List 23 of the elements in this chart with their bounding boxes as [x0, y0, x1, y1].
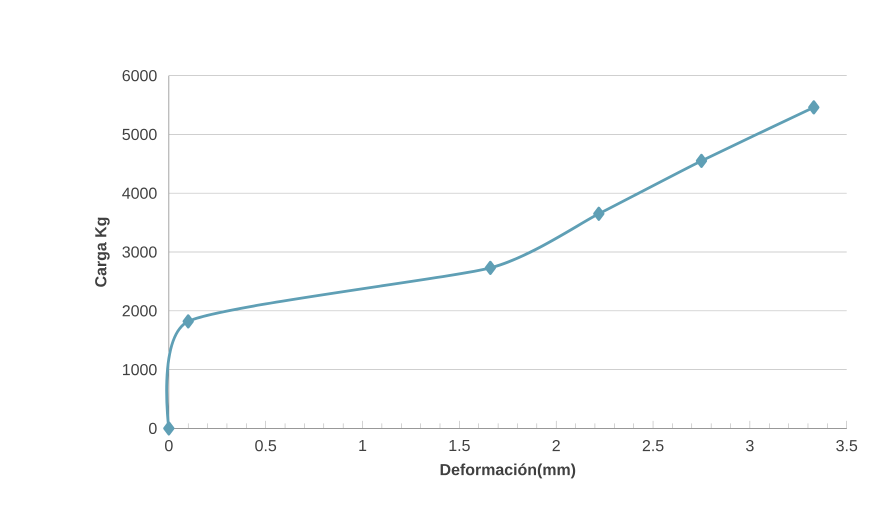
point — [484, 260, 496, 275]
point — [696, 154, 708, 168]
x-tick-label: 0 — [165, 440, 173, 452]
x-tick-label: 0.5 — [255, 440, 276, 452]
x-axis-title: Deformación(mm) — [440, 463, 576, 478]
y-tick-label: 6000 — [122, 70, 157, 82]
x-tick-label: 3.5 — [836, 440, 858, 452]
x-tick-label: 2.5 — [642, 440, 664, 452]
y-tick-label: 1000 — [123, 364, 157, 376]
point — [593, 206, 604, 221]
x-tick-label: 2 — [552, 440, 560, 452]
y-tick-label: 5000 — [122, 128, 157, 140]
x-tick-label: 3 — [746, 440, 754, 452]
x-tick-label: 1.5 — [450, 440, 470, 452]
y-tick-label: 3000 — [122, 246, 157, 258]
y-tick-label: 2000 — [122, 305, 157, 316]
point — [163, 421, 175, 436]
point — [182, 314, 194, 328]
y-axis-title: Carga Kg — [95, 218, 110, 287]
y-tick-label: 4000 — [122, 187, 157, 199]
point — [808, 100, 820, 114]
y-tick-label: 0 — [149, 422, 157, 434]
x-tick-label: 1 — [359, 440, 366, 451]
